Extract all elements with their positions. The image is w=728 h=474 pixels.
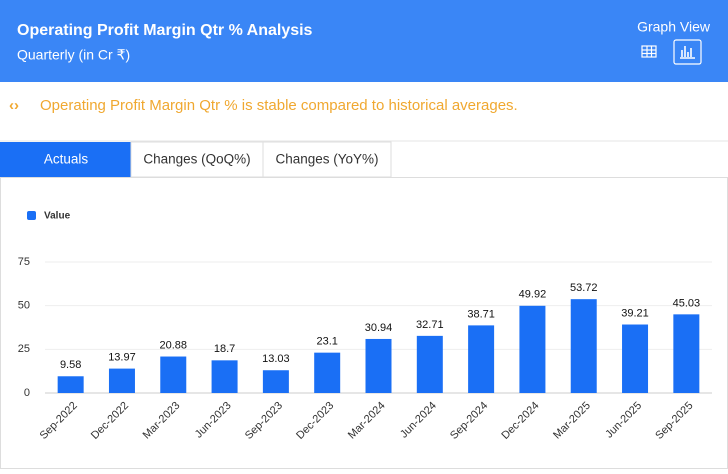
y-tick-label: 75 xyxy=(18,256,30,268)
data-label: 13.97 xyxy=(108,352,136,364)
bar xyxy=(622,324,649,393)
data-label: 39.21 xyxy=(621,307,649,319)
bar xyxy=(673,314,700,393)
x-tick-label: Mar-2024 xyxy=(346,400,388,442)
header-subtitle: Quarterly (in Cr ₹) xyxy=(17,47,130,63)
x-tick-label: Mar-2023 xyxy=(141,400,183,442)
view-label: Graph View xyxy=(637,19,711,35)
x-tick-label: Jun-2024 xyxy=(398,400,439,441)
tab-label[interactable]: Actuals xyxy=(44,152,89,167)
data-label: 20.88 xyxy=(160,339,188,351)
data-label: 9.58 xyxy=(60,359,81,371)
x-tick-label: Mar-2025 xyxy=(551,400,593,442)
insight-text: Operating Profit Margin Qtr % is stable … xyxy=(40,97,518,114)
table-view-icon[interactable] xyxy=(641,45,657,58)
y-tick-label: 50 xyxy=(18,300,30,312)
x-tick-label: Dec-2022 xyxy=(89,400,131,442)
x-tick-label: Sep-2022 xyxy=(38,400,80,442)
data-label: 49.92 xyxy=(519,289,547,301)
bar xyxy=(262,370,289,393)
legend-swatch xyxy=(27,211,36,220)
y-tick-label: 0 xyxy=(24,387,30,399)
chart-view-icon[interactable] xyxy=(673,39,702,65)
tab-label[interactable]: Changes (YoY%) xyxy=(275,152,378,167)
data-label: 23.1 xyxy=(316,336,337,348)
data-label: 30.94 xyxy=(365,322,393,334)
bar xyxy=(468,325,495,393)
data-label: 53.72 xyxy=(570,282,598,294)
tab[interactable] xyxy=(262,141,392,178)
x-tick-label: Sep-2025 xyxy=(653,400,695,442)
bar xyxy=(519,305,546,393)
bar xyxy=(416,335,443,393)
data-label: 13.03 xyxy=(262,353,290,365)
legend-label: Value xyxy=(44,211,71,222)
bar xyxy=(570,299,597,393)
tab-active[interactable] xyxy=(0,142,131,177)
bar xyxy=(160,356,187,393)
data-label: 18.7 xyxy=(214,343,235,355)
tab-label[interactable]: Changes (QoQ%) xyxy=(143,152,250,167)
data-label: 32.71 xyxy=(416,319,444,331)
chart: 0 25 50 75 Value Sep-2022 9.58 Dec-2022 13.97 Mar… xyxy=(18,211,712,442)
insight-icon: ‹› xyxy=(9,97,19,114)
bar xyxy=(211,360,238,393)
x-tick-label: Jun-2023 xyxy=(193,400,234,441)
data-label: 38.71 xyxy=(467,308,495,320)
bar xyxy=(108,368,135,393)
x-tick-label: Dec-2024 xyxy=(499,400,541,442)
x-tick-label: Dec-2023 xyxy=(294,400,336,442)
x-tick-label: Sep-2024 xyxy=(448,400,490,442)
x-tick-label: Jun-2025 xyxy=(603,400,644,441)
header-title: Operating Profit Margin Qtr % Analysis xyxy=(17,22,313,39)
x-tick-label: Sep-2023 xyxy=(243,400,285,442)
bar xyxy=(57,376,84,393)
bar xyxy=(365,338,392,393)
data-label: 45.03 xyxy=(673,297,701,309)
y-tick-label: 25 xyxy=(18,343,30,355)
header-bar xyxy=(0,0,728,82)
bar xyxy=(314,352,341,393)
